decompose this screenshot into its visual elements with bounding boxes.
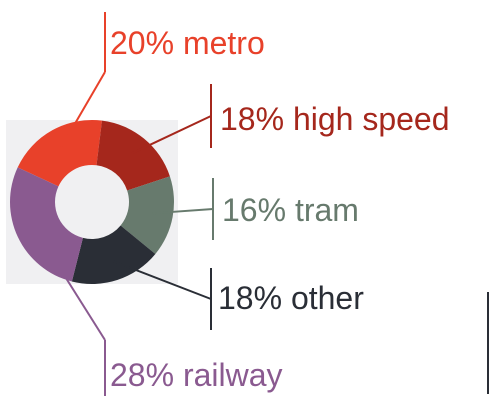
data-label-tram: 16% tram [222,192,359,228]
slice-railway [10,167,83,282]
slice-tram [120,176,174,255]
slices [10,120,174,284]
data-label-metro: 20% metro [110,25,265,61]
leader-lines [34,12,214,396]
slice-metro [17,120,102,187]
slice-high-speed [96,120,170,191]
leader-line-tram [152,208,214,215]
leader-line-metro [60,71,106,148]
data-label-high-speed: 18% high speed [220,101,450,137]
slice-labels: 20% metro 18% high speed 16% tram 18% other… [110,25,450,393]
leader-line-other [110,259,212,300]
leader-line-high-speed [131,115,212,155]
leader-line-railway [34,228,106,341]
data-label-other: 18% other [218,280,364,316]
data-label-railway: 28% railway [110,357,283,393]
